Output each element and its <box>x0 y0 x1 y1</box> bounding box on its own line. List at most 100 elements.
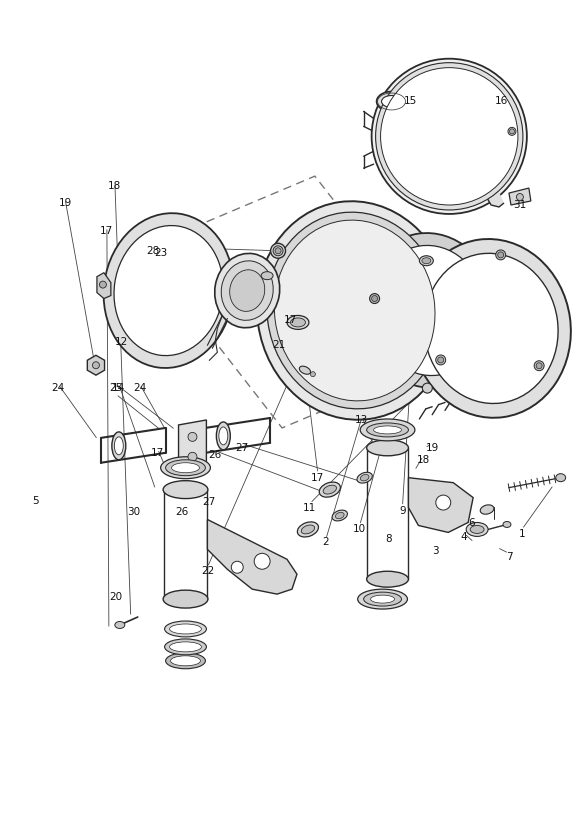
Text: 7: 7 <box>505 552 512 562</box>
Ellipse shape <box>230 269 265 311</box>
Text: 13: 13 <box>355 415 368 425</box>
Ellipse shape <box>377 91 406 111</box>
Ellipse shape <box>373 246 486 376</box>
Text: 12: 12 <box>115 337 128 348</box>
Ellipse shape <box>163 590 208 608</box>
Text: 15: 15 <box>404 96 417 106</box>
Ellipse shape <box>498 252 504 258</box>
Text: 9: 9 <box>399 506 406 516</box>
Ellipse shape <box>374 426 402 434</box>
Text: 4: 4 <box>461 532 468 542</box>
Ellipse shape <box>424 253 558 404</box>
Ellipse shape <box>163 480 208 499</box>
Polygon shape <box>509 188 531 205</box>
Ellipse shape <box>370 293 380 303</box>
Ellipse shape <box>166 653 205 669</box>
Ellipse shape <box>496 250 505 260</box>
Ellipse shape <box>100 281 106 288</box>
Ellipse shape <box>381 68 518 205</box>
Ellipse shape <box>411 239 571 418</box>
Ellipse shape <box>422 383 433 393</box>
Ellipse shape <box>93 362 100 368</box>
Ellipse shape <box>358 589 408 609</box>
Ellipse shape <box>114 226 223 356</box>
Ellipse shape <box>299 366 311 374</box>
Ellipse shape <box>364 592 402 606</box>
Polygon shape <box>208 519 297 594</box>
Text: 18: 18 <box>108 181 121 191</box>
Ellipse shape <box>170 642 202 652</box>
Ellipse shape <box>297 522 318 537</box>
Text: 30: 30 <box>127 507 141 517</box>
Text: 6: 6 <box>468 518 475 528</box>
Ellipse shape <box>371 595 395 603</box>
Text: 14: 14 <box>112 383 125 393</box>
Ellipse shape <box>115 621 125 629</box>
Ellipse shape <box>367 440 409 456</box>
Text: 16: 16 <box>494 96 508 106</box>
Text: 5: 5 <box>32 495 38 506</box>
Ellipse shape <box>470 526 484 533</box>
Text: 22: 22 <box>201 566 214 576</box>
Text: 10: 10 <box>353 524 366 535</box>
Ellipse shape <box>375 63 523 210</box>
Ellipse shape <box>114 437 124 455</box>
Text: 26: 26 <box>209 450 222 460</box>
Ellipse shape <box>534 361 544 371</box>
Ellipse shape <box>360 475 369 481</box>
Ellipse shape <box>287 316 309 330</box>
Ellipse shape <box>436 495 451 510</box>
Text: 27: 27 <box>236 442 249 453</box>
Text: 27: 27 <box>202 497 215 507</box>
Ellipse shape <box>436 355 445 365</box>
Ellipse shape <box>361 233 497 388</box>
Ellipse shape <box>367 571 409 588</box>
Text: 20: 20 <box>109 592 122 602</box>
Ellipse shape <box>275 220 435 400</box>
Text: 3: 3 <box>432 546 438 556</box>
Ellipse shape <box>170 624 202 634</box>
Ellipse shape <box>275 248 281 254</box>
Ellipse shape <box>371 59 527 214</box>
Ellipse shape <box>419 255 433 265</box>
Ellipse shape <box>480 505 494 514</box>
Ellipse shape <box>301 525 315 534</box>
Ellipse shape <box>215 254 280 328</box>
Text: 24: 24 <box>51 383 65 393</box>
Ellipse shape <box>503 522 511 527</box>
Ellipse shape <box>508 128 516 135</box>
Ellipse shape <box>161 456 210 479</box>
Ellipse shape <box>556 474 566 482</box>
Text: 31: 31 <box>513 200 526 210</box>
Ellipse shape <box>371 296 378 302</box>
Text: 19: 19 <box>426 442 439 453</box>
Text: 11: 11 <box>303 503 317 513</box>
Ellipse shape <box>323 485 336 494</box>
Text: 21: 21 <box>272 340 286 350</box>
Ellipse shape <box>267 212 442 409</box>
Ellipse shape <box>381 96 402 107</box>
Ellipse shape <box>422 258 431 264</box>
Ellipse shape <box>261 272 273 279</box>
Ellipse shape <box>188 433 197 442</box>
Text: 28: 28 <box>146 246 159 255</box>
Ellipse shape <box>166 460 205 475</box>
Ellipse shape <box>164 639 206 655</box>
Ellipse shape <box>367 423 409 437</box>
Ellipse shape <box>510 129 514 133</box>
Text: 26: 26 <box>175 507 188 517</box>
Ellipse shape <box>360 419 415 441</box>
Ellipse shape <box>219 427 228 445</box>
Text: 17: 17 <box>311 473 325 483</box>
Polygon shape <box>487 181 504 207</box>
Ellipse shape <box>216 422 230 450</box>
Polygon shape <box>178 420 206 471</box>
Text: 17: 17 <box>151 447 164 458</box>
Ellipse shape <box>254 554 270 569</box>
Ellipse shape <box>357 472 373 483</box>
Ellipse shape <box>273 246 283 255</box>
Ellipse shape <box>517 194 524 200</box>
Ellipse shape <box>188 452 197 461</box>
Text: 25: 25 <box>109 383 122 393</box>
Ellipse shape <box>171 463 199 473</box>
